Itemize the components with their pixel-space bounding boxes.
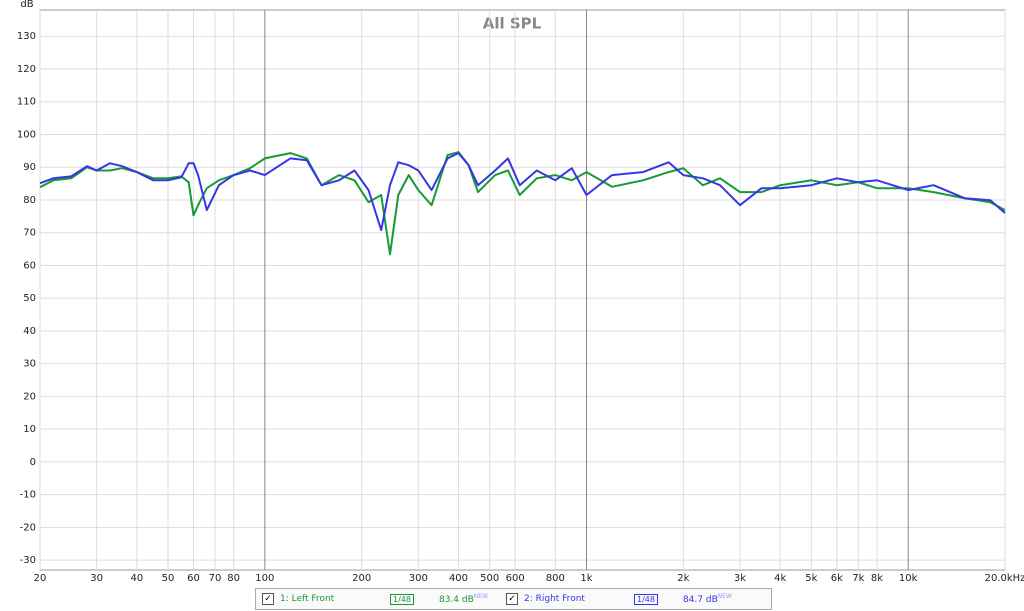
- series-line: [39, 151, 1006, 256]
- level: 84.7 dBNEW: [683, 593, 732, 605]
- legend-label: 1: Left Front: [280, 594, 335, 604]
- level-text: 84.7 dB: [682, 595, 718, 605]
- y-tick-label: 70: [23, 228, 36, 239]
- y-tick-label: 100: [17, 129, 36, 140]
- x-tick-label: 10k: [899, 573, 918, 584]
- x-tick-label: 500: [480, 573, 499, 584]
- legend-label: 2: Right Front: [523, 594, 585, 604]
- y-tick-label: 10: [23, 424, 36, 435]
- checkbox[interactable]: ✓: [505, 593, 518, 605]
- chart-title: All SPL: [483, 15, 542, 33]
- y-tick-label: -20: [20, 522, 36, 533]
- level: 83.4 dBNEW: [439, 593, 488, 605]
- y-tick-label: -10: [20, 490, 36, 501]
- x-tick-label: 50: [162, 573, 175, 584]
- x-tick-label: 6k: [831, 573, 843, 584]
- x-tick-label: 4k: [774, 573, 786, 584]
- smoothing[interactable]: 1/48: [633, 593, 658, 605]
- y-tick-label: -30: [20, 555, 36, 566]
- y-tick-label: 20: [23, 391, 36, 402]
- y-tick-label: 50: [23, 293, 36, 304]
- chart: dB All SPL -30 -20 -10 0 10 20 30 40 50 60 70 80 90 1…: [17, 0, 1024, 584]
- smoothing[interactable]: 1/48: [390, 593, 414, 605]
- plot-area: [39, 9, 1006, 571]
- x-tick-label: 7k: [852, 573, 864, 584]
- y-tick-label: 90: [23, 162, 36, 173]
- y-tick-label: 80: [23, 195, 36, 206]
- badge: NEW: [717, 593, 732, 600]
- x-tick-label: 1k: [580, 573, 592, 584]
- x-tick-label: 800: [546, 573, 565, 584]
- x-tick-label: 3k: [734, 573, 746, 584]
- badge: NEW: [473, 593, 488, 600]
- x-tick-label: 8k: [871, 573, 883, 584]
- x-tick-label: 5k: [805, 573, 817, 584]
- y-tick-label: 30: [23, 359, 36, 370]
- checkbox[interactable]: ✓: [262, 593, 274, 605]
- x-tick-label: 300: [409, 573, 428, 584]
- y-tick-label: 120: [17, 64, 36, 75]
- y-tick-label: 0: [30, 457, 36, 468]
- x-tick-label: 400: [449, 573, 468, 584]
- series-line: [39, 152, 1006, 232]
- x-tick-label: 40: [130, 573, 143, 584]
- y-tick-label: 130: [17, 31, 36, 42]
- level-text: 83.4 dB: [438, 595, 474, 605]
- x-tick-label: 80: [227, 573, 240, 584]
- x-tick-label: 20.0kHz: [985, 573, 1024, 584]
- y-axis-label: dB: [20, 0, 33, 10]
- x-tick-label: 70: [209, 573, 222, 584]
- x-tick-label: 100: [255, 573, 274, 584]
- x-tick-label: 200: [352, 573, 371, 584]
- x-tick-label: 600: [506, 573, 525, 584]
- x-tick-label: 60: [187, 573, 200, 584]
- y-tick-label: 110: [17, 97, 36, 108]
- y-tick-label: 40: [23, 326, 36, 337]
- legend: ✓ 1: Left Front 1/48 83.4 dBNEW ✓ 2: Rig…: [255, 588, 772, 610]
- x-tick-label: 20: [34, 573, 47, 584]
- x-tick-label: 2k: [677, 573, 689, 584]
- y-tick-label: 60: [23, 260, 36, 271]
- x-tick-label: 30: [90, 573, 103, 584]
